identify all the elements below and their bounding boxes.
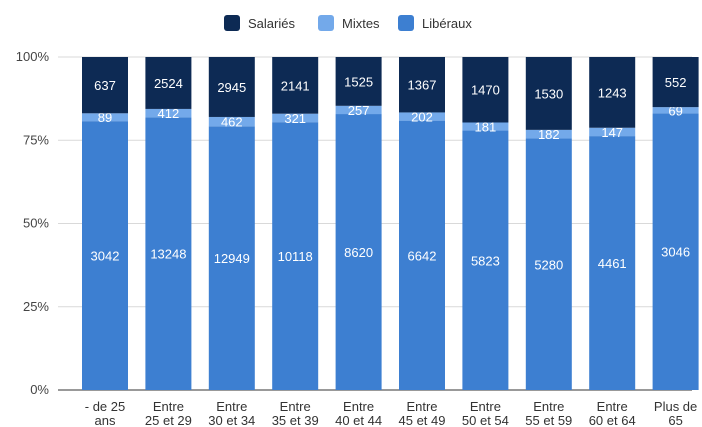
bar-segment-liberaux bbox=[272, 122, 319, 390]
x-tick-label: 50 et 54 bbox=[462, 413, 509, 427]
x-tick-label: Plus de bbox=[654, 399, 697, 414]
data-label-liberaux: 5823 bbox=[471, 253, 500, 268]
x-tick-label: 55 et 59 bbox=[525, 413, 572, 427]
x-tick-label: 45 et 49 bbox=[399, 413, 446, 427]
bar-segment-mixtes bbox=[82, 113, 128, 122]
data-label-salaries: 637 bbox=[94, 78, 116, 93]
data-label-mixtes: 202 bbox=[411, 110, 433, 125]
x-tick-label: 60 et 64 bbox=[589, 413, 636, 427]
x-tick-label: 65 bbox=[668, 413, 682, 427]
x-tick-label: Entre bbox=[597, 399, 628, 414]
legend-swatch-salaries bbox=[224, 15, 240, 31]
x-tick-label: 30 et 34 bbox=[208, 413, 255, 427]
data-label-salaries: 1367 bbox=[408, 78, 437, 93]
bar-segment-liberaux bbox=[145, 117, 192, 391]
bar-segment-salaries bbox=[589, 57, 636, 128]
bar-segment-liberaux bbox=[652, 113, 699, 390]
data-label-liberaux: 6642 bbox=[408, 248, 437, 263]
data-label-liberaux: 4461 bbox=[598, 256, 627, 271]
data-label-liberaux: 13248 bbox=[150, 247, 186, 262]
bar-segment-liberaux bbox=[399, 120, 445, 390]
data-label-liberaux: 3042 bbox=[91, 249, 120, 264]
bar-segment-salaries bbox=[208, 57, 255, 117]
bar-segment-liberaux bbox=[335, 114, 382, 390]
data-label-mixtes: 321 bbox=[284, 111, 306, 126]
bar-segment-salaries bbox=[652, 57, 699, 108]
data-label-mixtes: 412 bbox=[158, 106, 180, 121]
bar-segment-salaries bbox=[399, 57, 445, 113]
data-label-mixtes: 181 bbox=[475, 120, 497, 135]
bar-segment-salaries bbox=[462, 57, 509, 123]
bar-segment-mixtes bbox=[462, 122, 509, 131]
data-label-salaries: 1470 bbox=[471, 83, 500, 98]
y-tick-label: 100% bbox=[16, 49, 50, 64]
bar-segment-liberaux bbox=[462, 130, 509, 391]
x-tick-label: Entre bbox=[533, 399, 564, 414]
bar-segment-salaries bbox=[272, 57, 319, 114]
legend-swatch-liberaux bbox=[398, 15, 414, 31]
data-label-liberaux: 5280 bbox=[534, 257, 563, 272]
bar-segment-salaries bbox=[335, 57, 382, 106]
x-tick-label: Entre bbox=[280, 399, 311, 414]
bar-segment-mixtes bbox=[272, 113, 319, 123]
x-tick-label: Entre bbox=[343, 399, 374, 414]
x-tick-label: 35 et 39 bbox=[272, 413, 319, 427]
data-label-mixtes: 147 bbox=[601, 125, 623, 140]
bar-segment-mixtes bbox=[652, 107, 699, 114]
y-tick-label: 50% bbox=[23, 216, 49, 231]
data-label-salaries: 2141 bbox=[281, 78, 310, 93]
y-tick-label: 75% bbox=[23, 132, 49, 147]
data-label-liberaux: 12949 bbox=[214, 251, 250, 266]
bar-segment-mixtes bbox=[145, 108, 192, 118]
data-label-salaries: 1530 bbox=[534, 86, 563, 101]
bar-segment-mixtes bbox=[399, 112, 445, 121]
x-tick-label: Entre bbox=[470, 399, 501, 414]
data-label-mixtes: 89 bbox=[98, 110, 112, 125]
x-tick-label: - de 25 bbox=[85, 399, 125, 414]
bar-segment-liberaux bbox=[208, 126, 255, 391]
data-label-salaries: 1243 bbox=[598, 85, 627, 100]
bar-segment-salaries bbox=[145, 57, 192, 109]
bar-segment-mixtes bbox=[208, 116, 255, 127]
bar-segment-mixtes bbox=[335, 105, 382, 115]
data-label-liberaux: 8620 bbox=[344, 245, 373, 260]
bar-segment-mixtes bbox=[525, 129, 572, 139]
x-tick-label: 25 et 29 bbox=[145, 413, 192, 427]
data-label-mixtes: 462 bbox=[221, 115, 243, 130]
legend-label-mixtes: Mixtes bbox=[342, 16, 380, 31]
data-label-mixtes: 182 bbox=[538, 127, 560, 142]
bar-segment-liberaux bbox=[589, 136, 636, 390]
x-tick-label: Entre bbox=[216, 399, 247, 414]
data-label-mixtes: 257 bbox=[348, 103, 370, 118]
data-label-salaries: 2524 bbox=[154, 76, 183, 91]
bar-segment-salaries bbox=[525, 57, 572, 130]
x-tick-label: ans bbox=[95, 413, 116, 427]
bar-segment-liberaux bbox=[82, 121, 128, 390]
legend-swatch-mixtes bbox=[318, 15, 334, 31]
legend-label-liberaux: Libéraux bbox=[422, 16, 472, 31]
y-tick-label: 25% bbox=[23, 299, 49, 314]
data-label-salaries: 552 bbox=[665, 75, 687, 90]
x-tick-label: 40 et 44 bbox=[335, 413, 382, 427]
data-label-salaries: 2945 bbox=[217, 80, 246, 95]
data-label-liberaux: 3046 bbox=[661, 245, 690, 260]
legend-label-salaries: Salariés bbox=[248, 16, 295, 31]
bar-segment-liberaux bbox=[525, 138, 572, 390]
data-label-salaries: 1525 bbox=[344, 74, 373, 89]
x-tick-label: Entre bbox=[406, 399, 437, 414]
x-tick-label: Entre bbox=[153, 399, 184, 414]
bar-segment-mixtes bbox=[589, 127, 636, 137]
bar-segment-salaries bbox=[82, 57, 128, 114]
y-tick-label: 0% bbox=[30, 382, 49, 397]
data-label-liberaux: 10118 bbox=[278, 249, 313, 264]
